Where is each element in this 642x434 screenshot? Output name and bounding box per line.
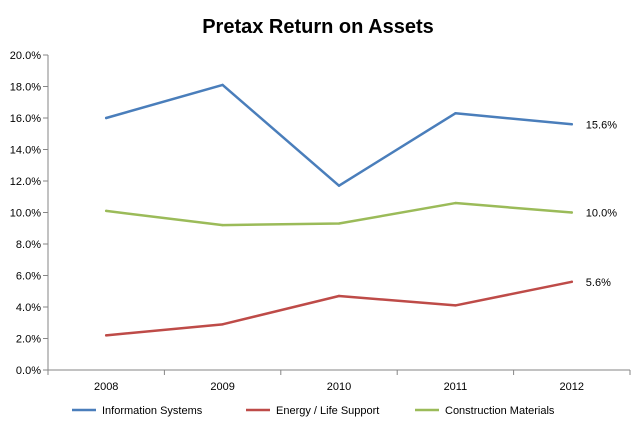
y-tick-label: 2.0%: [16, 334, 41, 346]
data-point: [570, 211, 573, 214]
y-tick-label: 6.0%: [16, 271, 41, 283]
legend-label: Information Systems: [102, 405, 203, 417]
data-point: [454, 304, 457, 307]
y-tick-label: 14.0%: [10, 145, 41, 157]
data-point: [570, 280, 573, 283]
x-tick-label: 2009: [210, 381, 234, 393]
legend-label: Construction Materials: [445, 405, 555, 417]
data-label: 5.6%: [586, 277, 611, 289]
data-point: [337, 222, 341, 225]
data-label: 15.6%: [586, 119, 617, 131]
data-point: [221, 83, 224, 87]
x-tick-label: 2011: [444, 381, 468, 393]
data-point: [221, 223, 224, 227]
chart-title: Pretax Return on Assets: [202, 16, 434, 38]
data-labels: 15.6% 5.6% 10.0%: [586, 119, 617, 288]
y-tick-label: 4.0%: [16, 302, 41, 314]
data-point: [105, 334, 108, 337]
x-tick-label: 2008: [94, 381, 118, 393]
legend: Information Systems Energy / Life Support…: [72, 405, 555, 417]
data-point: [105, 116, 108, 120]
data-point: [105, 209, 108, 213]
y-tick-label: 10.0%: [10, 208, 41, 220]
x-tick-label: 2010: [327, 381, 351, 393]
series-line: [104, 280, 574, 337]
x-tick-label: 2012: [560, 381, 584, 393]
legend-label: Energy / Life Support: [276, 405, 379, 417]
y-tick-label: 0.0%: [16, 365, 41, 377]
data-point: [570, 123, 573, 126]
data-point: [454, 112, 457, 115]
series-line: [104, 201, 574, 227]
y-tick-label: 18.0%: [10, 82, 41, 94]
series-line: [104, 83, 574, 187]
y-tick-label: 20.0%: [10, 50, 41, 62]
axes: 0.0% 2.0% 4.0% 6.0% 8.0% 10.0% 12.0% 14.0% 16.0%…: [10, 50, 631, 393]
data-point: [337, 184, 341, 187]
data-point: [221, 323, 224, 326]
y-tick-label: 8.0%: [16, 239, 41, 251]
data-point: [337, 294, 341, 298]
series-layer: [104, 83, 574, 337]
data-label: 10.0%: [586, 208, 617, 220]
data-point: [454, 201, 457, 205]
y-tick-label: 12.0%: [10, 176, 41, 188]
y-tick-label: 16.0%: [10, 113, 41, 125]
